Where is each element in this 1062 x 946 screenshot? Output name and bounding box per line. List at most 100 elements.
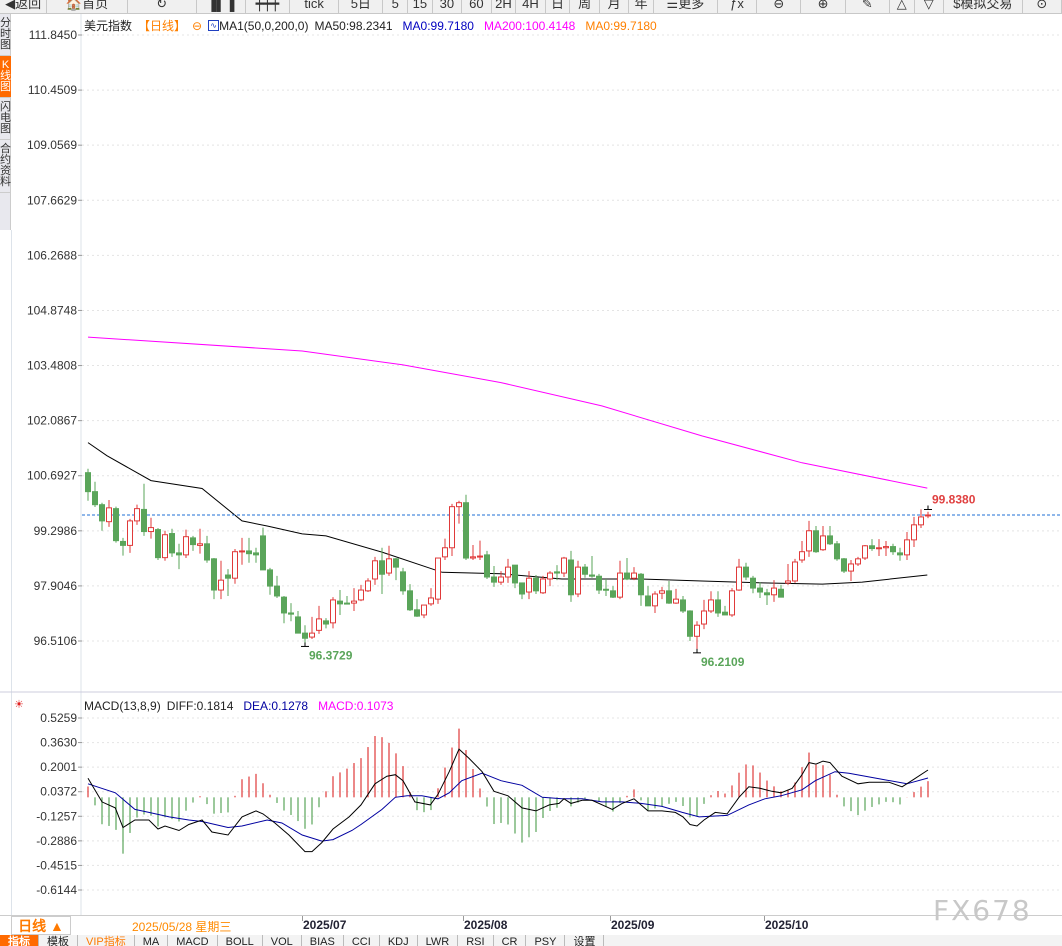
price-tick-label: 110.4509 [28, 83, 77, 97]
dollar-button[interactable]: $模拟交易 [944, 0, 1023, 13]
indicator-tab-11[interactable]: RSI [458, 935, 494, 946]
toolbar-button-10[interactable]: 60 [462, 0, 492, 13]
date-axis [0, 915, 1062, 935]
candle [701, 599, 707, 630]
candle-body [386, 558, 392, 574]
toolbar-button-11[interactable]: 2H [492, 0, 517, 13]
indicator-tab-13[interactable]: PSY [526, 935, 566, 946]
candlestick-button[interactable]: ┿┿┿ [246, 0, 291, 13]
price-tick-label: 100.6927 [27, 469, 77, 483]
candle-body [113, 508, 119, 542]
formula-button[interactable]: ƒx [718, 0, 758, 13]
candle-body [799, 551, 805, 561]
sidebar-tab-2[interactable]: 闪电图 [0, 98, 11, 140]
chart-canvas[interactable]: 111.8450 110.4509 109.0569 107.6629 106.2688… [0, 14, 1062, 915]
toolbar-button-9[interactable]: 30 [433, 0, 463, 13]
settings-icon[interactable]: ⊖ [192, 18, 203, 33]
bar-chart-button[interactable]: ▐▌▐ [197, 0, 246, 13]
indicator-tab-5[interactable]: BOLL [218, 935, 263, 946]
indicator-tab-7[interactable]: BIAS [302, 935, 344, 946]
candle [365, 578, 371, 593]
candle [652, 591, 658, 613]
toolbar-button-15[interactable]: 月 [600, 0, 630, 13]
candle [736, 558, 742, 591]
indicator-tab-1[interactable]: 模板 [39, 935, 78, 946]
candle [911, 516, 917, 547]
sidebar-tab-1[interactable]: K线图 [0, 56, 11, 98]
refresh-button[interactable]: ↻ [128, 0, 197, 13]
toolbar-button-25[interactable]: ⊙ [1023, 0, 1062, 13]
candle-body [904, 539, 910, 556]
candle-body [246, 550, 252, 555]
sidebar-tab-3[interactable]: 合约资料 [0, 140, 11, 193]
extreme-label: 96.3729 [309, 648, 353, 662]
price-tick-label: 103.4808 [27, 359, 77, 373]
toolbar-button-6[interactable]: 5日 [339, 0, 384, 13]
candle-body [365, 580, 371, 592]
indicator-tab-8[interactable]: CCI [344, 935, 380, 946]
indicator-tab-2[interactable]: VIP指标 [78, 935, 135, 946]
candle-body [736, 566, 742, 591]
toolbar-button-14[interactable]: 周 [570, 0, 600, 13]
candle-body [554, 571, 560, 574]
triangle-down-button[interactable]: ▽ [915, 0, 944, 13]
indicator-settings-icon[interactable]: ☀ [14, 699, 24, 711]
candle [211, 558, 217, 600]
candle [841, 558, 847, 574]
toolbar-button-5[interactable]: tick [290, 0, 340, 13]
candle [512, 564, 518, 589]
toolbar-button-12[interactable]: 4H [516, 0, 546, 13]
macd-tick-label: -0.2886 [36, 834, 77, 848]
home-button[interactable]: 🏠首页 [47, 0, 128, 13]
candle-body [883, 546, 889, 549]
candle-body [652, 593, 658, 607]
candle-body [624, 572, 630, 580]
indicator-tab-14[interactable]: 设置 [565, 935, 605, 946]
toolbar-button-16[interactable]: 年 [629, 0, 654, 13]
candle [477, 540, 483, 561]
sidebar-tab-0[interactable]: 分时图 [0, 14, 11, 56]
candle-body [456, 502, 462, 508]
back-arrow-button[interactable]: ◀返回 [0, 0, 48, 13]
candle [470, 544, 476, 561]
indicator-tab-6[interactable]: VOL [263, 935, 302, 946]
pen-button[interactable]: ✎ [846, 0, 890, 13]
divider [11, 230, 12, 915]
candle [547, 571, 553, 587]
candle-body [820, 535, 826, 551]
candle [442, 538, 448, 561]
zoom-in-button[interactable]: ⊕ [801, 0, 846, 13]
candle [204, 535, 210, 563]
candle [85, 468, 91, 501]
candle [274, 575, 280, 598]
indicator-tab-0[interactable]: 指标 [0, 935, 39, 946]
candle-body [792, 561, 798, 582]
ma-indicator-icon[interactable]: ∿ [208, 20, 220, 31]
toolbar: ◀返回 🏠首页 ↻ ▐▌▐ ┿┿┿ tick 5日 5 15 30 60 2H 4H 日周月年 ☰更多 ƒx ⊖… [0, 0, 1062, 14]
indicator-tab-3[interactable]: MA [135, 935, 169, 946]
indicator-tab-12[interactable]: CR [494, 935, 527, 946]
candle [764, 588, 770, 606]
indicator-tab-4[interactable]: MACD [168, 935, 218, 946]
candle-body [694, 624, 700, 637]
candle-body [330, 599, 336, 624]
toolbar-button-8[interactable]: 15 [408, 0, 433, 13]
ma50-value: MA50:98.2341 [314, 18, 393, 33]
zoom-out-button[interactable]: ⊖ [757, 0, 802, 13]
dea-value: DEA:0.1278 [243, 699, 309, 713]
toolbar-button-7[interactable]: 5 [383, 0, 409, 13]
indicator-tab-9[interactable]: KDJ [380, 935, 418, 946]
candle [582, 563, 588, 578]
menu-button[interactable]: ☰更多 [654, 0, 718, 13]
candle [778, 584, 784, 598]
macd-tick-label: -0.6144 [36, 883, 77, 897]
cursor-date: 2025/05/28 星期三 [132, 920, 232, 934]
toolbar-button-13[interactable]: 日 [546, 0, 571, 13]
candle [617, 560, 623, 600]
candle [491, 565, 497, 587]
ma0-value: MA0:99.7180 [402, 18, 474, 33]
triangle-button[interactable]: △ [890, 0, 915, 13]
period-selector[interactable]: 日线 ▲ [11, 916, 71, 935]
macd-tick-label: 0.3630 [40, 736, 77, 750]
indicator-tab-10[interactable]: LWR [418, 935, 459, 946]
